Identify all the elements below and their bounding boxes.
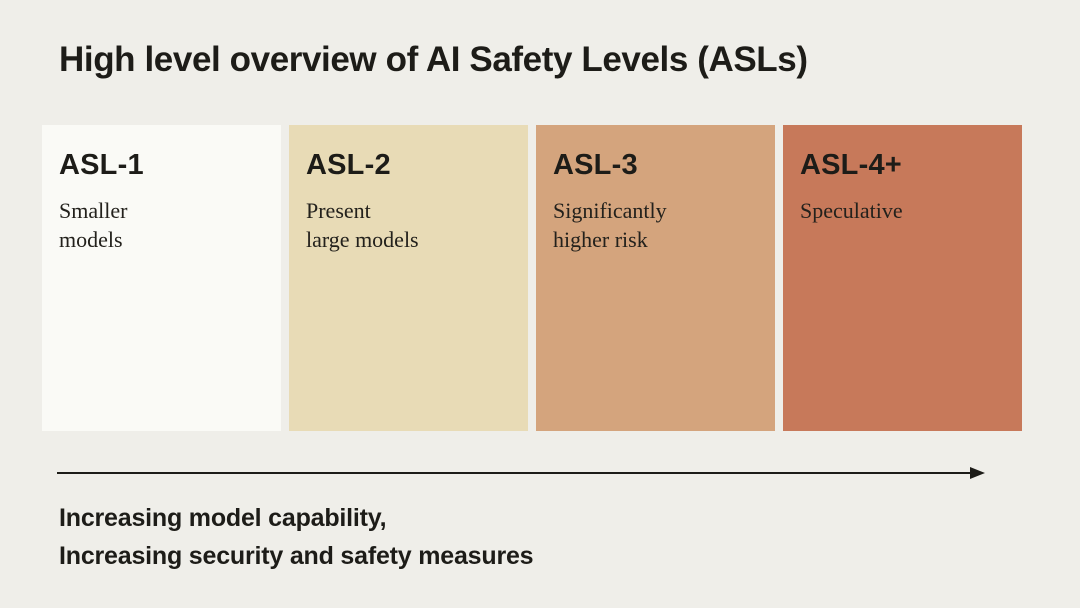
- asl-3-description: Significantly higher risk: [553, 196, 758, 254]
- card-asl-1: ASL-1 Smaller models: [42, 125, 281, 431]
- capability-axis-arrow: [57, 466, 985, 480]
- axis-caption-line-1: Increasing model capability,: [59, 504, 387, 532]
- asl-1-label: ASL-1: [59, 149, 144, 181]
- asl-1-description: Smaller models: [59, 196, 264, 254]
- asl-3-description-line-1: Significantly: [553, 198, 667, 224]
- asl-3-description-line-2: higher risk: [553, 227, 648, 253]
- card-asl-4: ASL-4+ Speculative: [783, 125, 1022, 431]
- axis-caption-line-2: Increasing security and safety measures: [59, 542, 534, 570]
- card-asl-3: ASL-3 Significantly higher risk: [536, 125, 775, 431]
- asl-4-description: Speculative: [800, 196, 1005, 225]
- page-title: High level overview of AI Safety Levels …: [59, 40, 808, 79]
- asl-2-description-line-2: large models: [306, 227, 419, 253]
- asl-4-label: ASL-4+: [800, 149, 902, 181]
- asl-3-label: ASL-3: [553, 149, 638, 181]
- asl-1-description-line-2: models: [59, 227, 123, 253]
- axis-captions: Increasing model capability, Increasing …: [59, 499, 534, 575]
- arrowhead-icon: [970, 467, 985, 479]
- arrow-line: [57, 472, 970, 474]
- card-asl-2: ASL-2 Present large models: [289, 125, 528, 431]
- asl-2-description-line-1: Present: [306, 198, 371, 224]
- asl-levels-row: ASL-1 Smaller models ASL-2 Present large…: [42, 125, 1022, 431]
- asl-1-description-line-1: Smaller: [59, 198, 128, 224]
- asl-4-description-line-1: Speculative: [800, 198, 903, 224]
- asl-2-label: ASL-2: [306, 149, 391, 181]
- asl-2-description: Present large models: [306, 196, 511, 254]
